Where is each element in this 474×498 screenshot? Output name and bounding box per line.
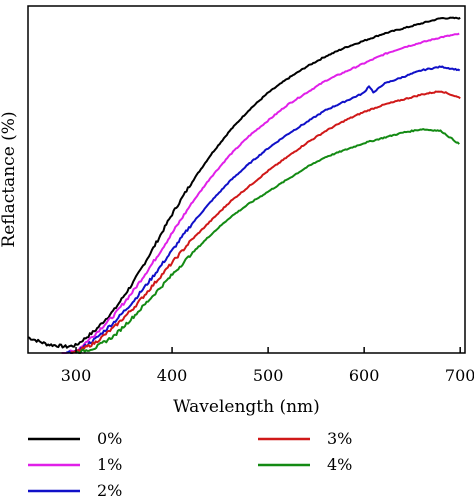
series-line-3 <box>70 90 461 354</box>
x-axis-label: Wavelength (nm) <box>173 397 320 417</box>
plot-frame <box>27 5 466 354</box>
x-tick-label-1: 400 <box>157 366 188 385</box>
legend-label-1: 1% <box>97 455 122 474</box>
x-tick-label-4: 700 <box>445 366 474 385</box>
x-tick-label-3: 600 <box>349 366 380 385</box>
legend-label-0: 0% <box>97 429 122 448</box>
x-axis: 300 400 500 600 700 <box>61 347 474 385</box>
series-line-1 <box>61 32 460 354</box>
series-line-2 <box>66 65 461 354</box>
legend: 0% 1% 2% 3% 4% <box>28 429 352 498</box>
legend-label-3: 3% <box>327 429 352 448</box>
x-tick-label-2: 500 <box>253 366 284 385</box>
series-layer <box>27 16 461 354</box>
x-tick-label-0: 300 <box>61 366 92 385</box>
legend-label-4: 4% <box>327 455 352 474</box>
series-line-0 <box>27 16 461 349</box>
y-axis-label: Reflactance (%) <box>0 111 19 247</box>
legend-label-2: 2% <box>97 481 122 498</box>
series-line-4 <box>75 128 460 354</box>
